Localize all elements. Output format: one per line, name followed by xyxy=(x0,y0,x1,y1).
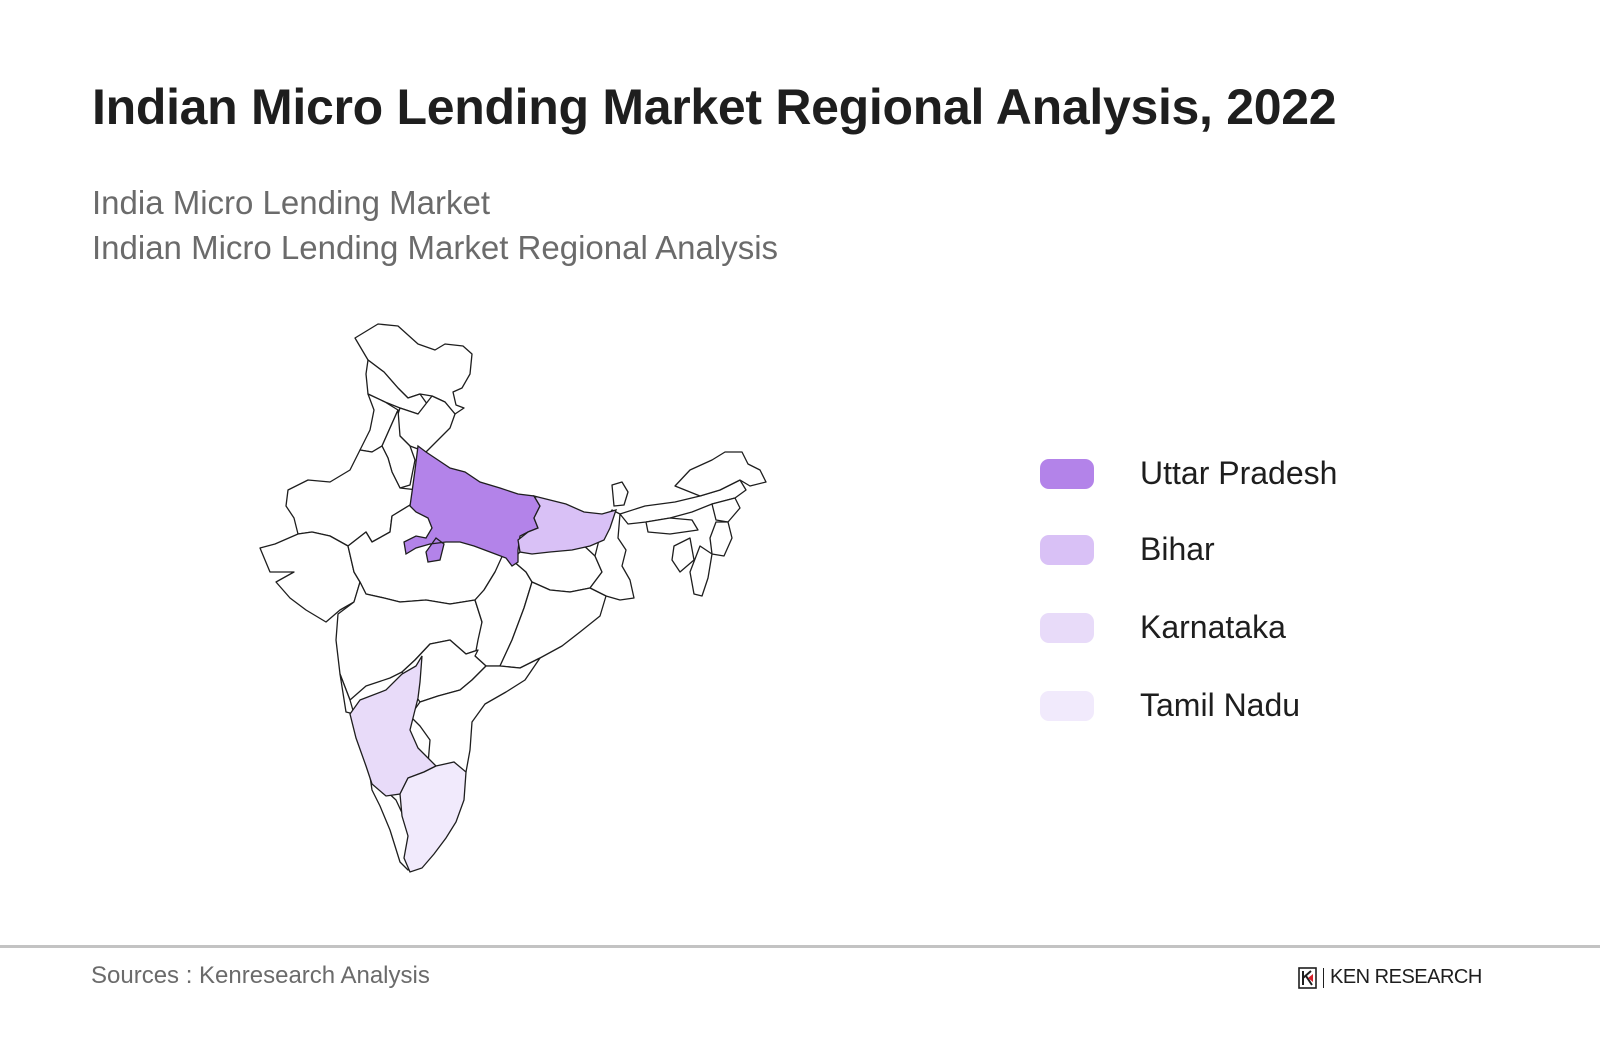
legend-swatch xyxy=(1040,690,1094,721)
ken-research-logo: KEN RESEARCH xyxy=(1298,966,1482,989)
state-bihar xyxy=(517,494,618,555)
state-mizoram xyxy=(689,545,713,597)
logo-separator xyxy=(1323,967,1324,988)
state-uttar-pradesh xyxy=(403,444,541,567)
legend-item-uttar-pradesh: Uttar Pradesh xyxy=(1040,455,1337,492)
legend-label: Karnataka xyxy=(1140,609,1286,645)
state-sikkim xyxy=(611,481,629,507)
legend-swatch xyxy=(1040,534,1094,565)
footer-divider xyxy=(0,945,1600,948)
source-note: Sources : Kenresearch Analysis xyxy=(91,962,430,989)
state-nagaland xyxy=(711,497,741,523)
state-tamil-nadu xyxy=(399,761,467,873)
legend-label: Tamil Nadu xyxy=(1140,687,1301,723)
state-manipur xyxy=(709,521,733,557)
subtitle-analysis: Indian Micro Lending Market Regional Ana… xyxy=(92,229,779,266)
logo-text: KEN RESEARCH xyxy=(1330,966,1482,988)
legend-swatch xyxy=(1040,612,1094,643)
ken-logo-icon xyxy=(1298,966,1317,989)
state-tripura xyxy=(671,537,695,573)
state-meghalaya xyxy=(645,517,699,535)
india-map xyxy=(259,323,767,873)
legend-label: Uttar Pradesh xyxy=(1140,455,1338,491)
page-title: Indian Micro Lending Market Regional Ana… xyxy=(92,79,1337,135)
legend-item-tamil-nadu: Tamil Nadu xyxy=(1040,687,1300,724)
legend-item-bihar: Bihar xyxy=(1040,531,1215,568)
legend-item-karnataka: Karnataka xyxy=(1040,609,1286,646)
state-andhra-pradesh xyxy=(409,657,541,779)
state-arunachal xyxy=(674,451,767,497)
state-odisha xyxy=(499,581,607,669)
subtitle-market: India Micro Lending Market xyxy=(92,184,491,221)
legend-swatch xyxy=(1040,458,1094,489)
legend-label: Bihar xyxy=(1140,531,1215,567)
state-karnataka xyxy=(349,655,438,797)
